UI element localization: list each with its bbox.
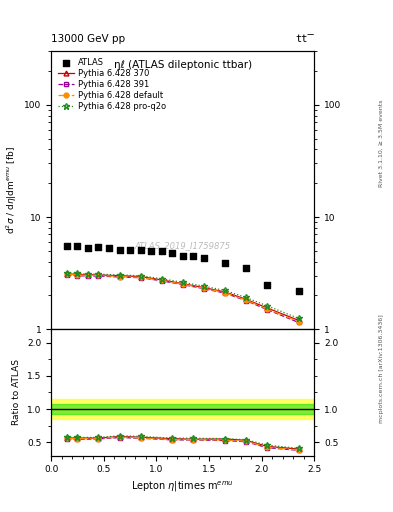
- Text: ηℓ (ATLAS dileptonic ttbar): ηℓ (ATLAS dileptonic ttbar): [114, 59, 252, 70]
- Y-axis label: Ratio to ATLAS: Ratio to ATLAS: [13, 359, 22, 425]
- Pythia 6.428 pro-q2o: [244, 294, 248, 301]
- Pythia 6.428 370: [117, 273, 122, 279]
- Pythia 6.428 default: [180, 281, 185, 287]
- Pythia 6.428 370: [222, 289, 227, 295]
- Pythia 6.428 370: [64, 271, 69, 277]
- Text: ATLAS_2019_I1759875: ATLAS_2019_I1759875: [135, 241, 231, 250]
- Pythia 6.428 default: [222, 290, 227, 296]
- X-axis label: Lepton $\eta|$times m$^{emu}$: Lepton $\eta|$times m$^{emu}$: [131, 480, 234, 495]
- Pythia 6.428 pro-q2o: [75, 270, 80, 276]
- Pythia 6.428 370: [202, 285, 206, 291]
- Pythia 6.428 pro-q2o: [96, 271, 101, 277]
- Pythia 6.428 370: [180, 281, 185, 287]
- Pythia 6.428 391: [244, 297, 248, 304]
- ATLAS: [243, 264, 249, 272]
- Pythia 6.428 pro-q2o: [86, 271, 90, 277]
- Pythia 6.428 370: [159, 277, 164, 283]
- ATLAS: [148, 247, 154, 255]
- Pythia 6.428 391: [75, 273, 80, 279]
- Pythia 6.428 default: [117, 273, 122, 280]
- Pythia 6.428 391: [138, 274, 143, 281]
- Pythia 6.428 pro-q2o: [138, 273, 143, 279]
- Pythia 6.428 391: [180, 282, 185, 288]
- Pythia 6.428 391: [86, 273, 90, 279]
- Text: Rivet 3.1.10, ≥ 3.5M events: Rivet 3.1.10, ≥ 3.5M events: [379, 100, 384, 187]
- Pythia 6.428 391: [202, 286, 206, 292]
- Pythia 6.428 default: [202, 285, 206, 291]
- ATLAS: [190, 252, 196, 260]
- ATLAS: [180, 252, 186, 260]
- Pythia 6.428 370: [96, 272, 101, 278]
- ATLAS: [116, 246, 123, 254]
- Pythia 6.428 370: [75, 271, 80, 277]
- Y-axis label: d$^2\sigma$ / d$\eta|$dm$^{emu}$ [fb]: d$^2\sigma$ / d$\eta|$dm$^{emu}$ [fb]: [4, 146, 18, 234]
- Legend: ATLAS, Pythia 6.428 370, Pythia 6.428 391, Pythia 6.428 default, Pythia 6.428 pr: ATLAS, Pythia 6.428 370, Pythia 6.428 39…: [55, 55, 168, 114]
- Pythia 6.428 391: [264, 307, 269, 313]
- ATLAS: [169, 249, 175, 257]
- Pythia 6.428 pro-q2o: [202, 283, 206, 289]
- Pythia 6.428 391: [96, 273, 101, 279]
- Pythia 6.428 370: [244, 296, 248, 303]
- Pythia 6.428 391: [117, 274, 122, 280]
- Line: Pythia 6.428 default: Pythia 6.428 default: [64, 272, 301, 324]
- Pythia 6.428 391: [296, 319, 301, 326]
- Bar: [51, 399, 314, 419]
- Line: Pythia 6.428 370: Pythia 6.428 370: [64, 272, 301, 323]
- ATLAS: [127, 246, 133, 254]
- Pythia 6.428 pro-q2o: [180, 279, 185, 285]
- Pythia 6.428 391: [222, 290, 227, 296]
- ATLAS: [85, 244, 91, 252]
- Pythia 6.428 default: [264, 306, 269, 312]
- Text: tt̅: tt̅: [296, 33, 314, 44]
- Pythia 6.428 default: [244, 297, 248, 303]
- Pythia 6.428 pro-q2o: [296, 315, 301, 322]
- Pythia 6.428 391: [64, 272, 69, 278]
- Line: Pythia 6.428 pro-q2o: Pythia 6.428 pro-q2o: [64, 269, 302, 322]
- ATLAS: [264, 281, 270, 289]
- Pythia 6.428 391: [159, 278, 164, 284]
- Pythia 6.428 pro-q2o: [222, 287, 227, 293]
- ATLAS: [95, 243, 102, 251]
- Line: Pythia 6.428 391: Pythia 6.428 391: [64, 272, 301, 325]
- Text: mcplots.cern.ch [arXiv:1306.3436]: mcplots.cern.ch [arXiv:1306.3436]: [379, 314, 384, 423]
- ATLAS: [106, 244, 112, 252]
- Pythia 6.428 default: [75, 272, 80, 278]
- Pythia 6.428 pro-q2o: [117, 272, 122, 278]
- Pythia 6.428 pro-q2o: [264, 303, 269, 309]
- Pythia 6.428 default: [159, 278, 164, 284]
- ATLAS: [222, 259, 228, 267]
- Pythia 6.428 370: [86, 272, 90, 278]
- Pythia 6.428 pro-q2o: [64, 269, 69, 275]
- Pythia 6.428 370: [296, 317, 301, 324]
- ATLAS: [138, 246, 144, 254]
- Pythia 6.428 default: [138, 274, 143, 281]
- Pythia 6.428 default: [86, 272, 90, 279]
- Pythia 6.428 pro-q2o: [159, 275, 164, 282]
- Pythia 6.428 370: [264, 305, 269, 311]
- ATLAS: [74, 242, 81, 250]
- Pythia 6.428 370: [138, 273, 143, 280]
- Text: 13000 GeV pp: 13000 GeV pp: [51, 33, 125, 44]
- ATLAS: [201, 254, 207, 262]
- Pythia 6.428 default: [64, 271, 69, 277]
- ATLAS: [64, 242, 70, 250]
- Pythia 6.428 default: [96, 272, 101, 279]
- Bar: [51, 404, 314, 414]
- Pythia 6.428 default: [296, 318, 301, 325]
- ATLAS: [296, 287, 302, 295]
- ATLAS: [158, 247, 165, 255]
